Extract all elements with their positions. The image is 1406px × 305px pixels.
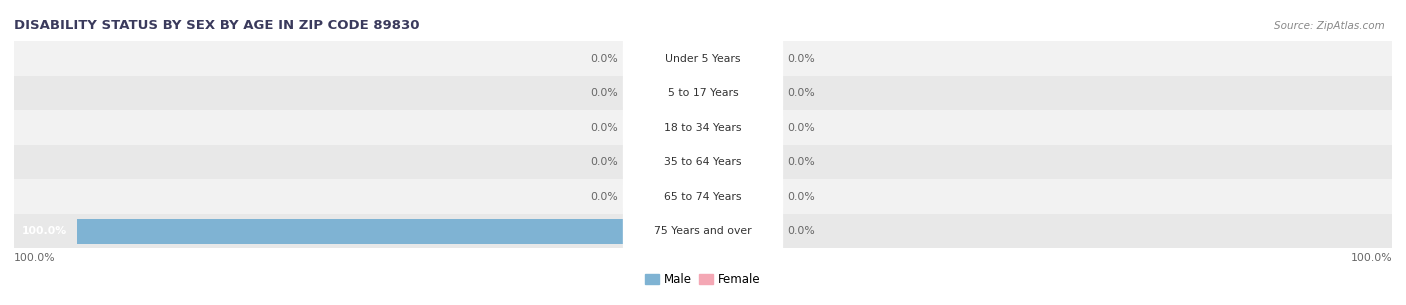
Bar [703,115,778,140]
Text: 0.0%: 0.0% [787,157,815,167]
Text: 35 to 64 Years: 35 to 64 Years [664,157,742,167]
Legend: Male, Female: Male, Female [641,268,765,290]
Text: 0.0%: 0.0% [591,88,619,98]
Bar [14,41,1392,76]
Text: 0.0%: 0.0% [787,226,815,236]
Text: 65 to 74 Years: 65 to 74 Years [664,192,742,202]
FancyBboxPatch shape [623,20,783,97]
Bar [14,214,1392,248]
Bar [628,81,703,106]
Bar [703,46,778,71]
Text: 18 to 34 Years: 18 to 34 Years [664,123,742,133]
FancyBboxPatch shape [623,193,783,269]
Bar [628,184,703,209]
Text: 0.0%: 0.0% [787,54,815,64]
FancyBboxPatch shape [623,89,783,166]
Text: 0.0%: 0.0% [591,157,619,167]
Text: 0.0%: 0.0% [591,123,619,133]
Text: 100.0%: 100.0% [14,253,56,263]
Bar [703,150,778,174]
Text: 5 to 17 Years: 5 to 17 Years [668,88,738,98]
Text: 0.0%: 0.0% [787,88,815,98]
Text: 0.0%: 0.0% [787,192,815,202]
FancyBboxPatch shape [623,159,783,235]
Text: 0.0%: 0.0% [591,54,619,64]
Bar [703,81,778,106]
Text: 100.0%: 100.0% [22,226,67,236]
Bar [14,145,1392,179]
Bar [628,115,703,140]
Bar [703,184,778,209]
Text: 100.0%: 100.0% [1350,253,1392,263]
FancyBboxPatch shape [623,55,783,131]
Text: Source: ZipAtlas.com: Source: ZipAtlas.com [1274,21,1385,31]
Text: Under 5 Years: Under 5 Years [665,54,741,64]
FancyBboxPatch shape [623,124,783,200]
Bar [77,219,703,244]
Bar [14,76,1392,110]
Bar [14,110,1392,145]
Bar [628,150,703,174]
Text: 0.0%: 0.0% [591,192,619,202]
Text: DISABILITY STATUS BY SEX BY AGE IN ZIP CODE 89830: DISABILITY STATUS BY SEX BY AGE IN ZIP C… [14,19,419,31]
Bar [14,179,1392,214]
Text: 75 Years and over: 75 Years and over [654,226,752,236]
Bar [628,46,703,71]
Bar [703,219,778,244]
Text: 0.0%: 0.0% [787,123,815,133]
